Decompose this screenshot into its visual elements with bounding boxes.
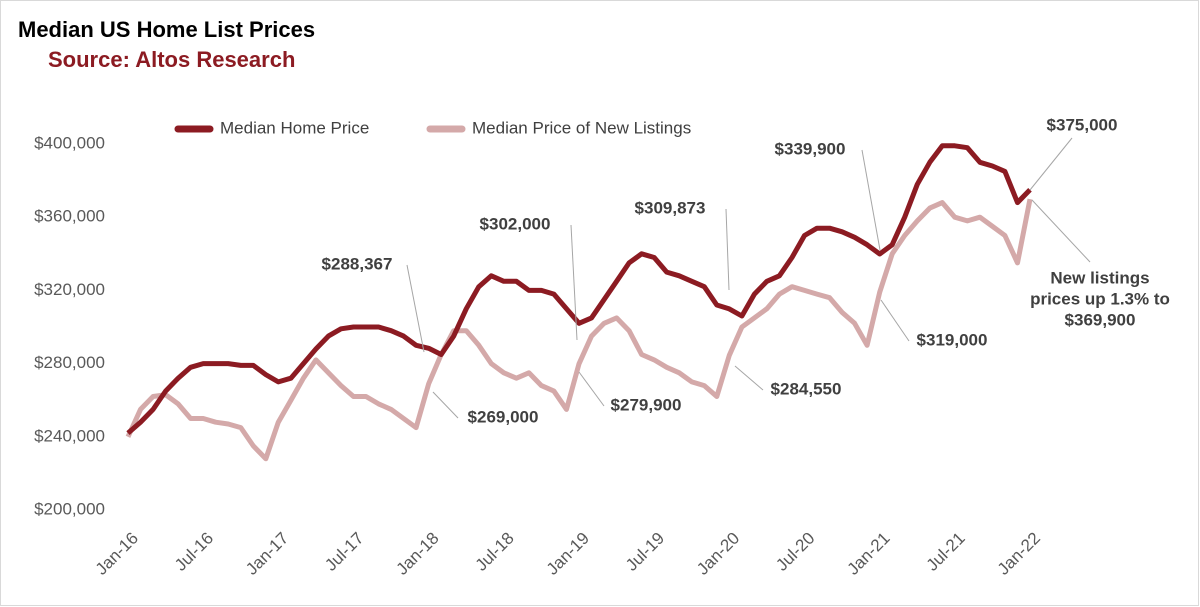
leader-line [570,224,578,341]
y-tick-label: $320,000 [34,280,105,299]
annotation: $339,900 [775,139,846,158]
series-line [126,143,1032,435]
leader-line [1031,199,1091,263]
leader-line [861,149,881,251]
y-tick-label: $280,000 [34,353,105,372]
annotation: $279,900 [611,395,682,414]
y-tick-label: $400,000 [34,133,105,152]
y-tick-label: $240,000 [34,426,105,445]
legend-label: Median Price of New Listings [472,118,691,137]
chart-subtitle: Source: Altos Research [48,47,295,72]
annotation: $375,000 [1047,115,1118,134]
y-tick-label: $360,000 [34,207,105,226]
annotation: $288,367 [322,254,393,273]
leader-line [432,391,459,419]
leader-line [725,208,730,291]
chart-title: Median US Home List Prices [18,17,315,42]
leader-line [880,299,910,342]
series-line [125,198,1033,462]
leader-line [1029,137,1073,191]
annotation: New listings [1050,268,1149,287]
annotation: $302,000 [480,214,551,233]
leader-line [734,365,764,391]
annotation: prices up 1.3% to [1030,289,1170,308]
annotation: $369,900 [1065,310,1136,329]
legend-label: Median Home Price [220,118,369,137]
leader-line [578,371,605,407]
annotation: $319,000 [917,330,988,349]
annotation: $269,000 [468,407,539,426]
y-tick-label: $200,000 [34,499,105,518]
leader-line [406,264,425,353]
annotation: $284,550 [771,379,842,398]
annotation: $309,873 [635,198,706,217]
